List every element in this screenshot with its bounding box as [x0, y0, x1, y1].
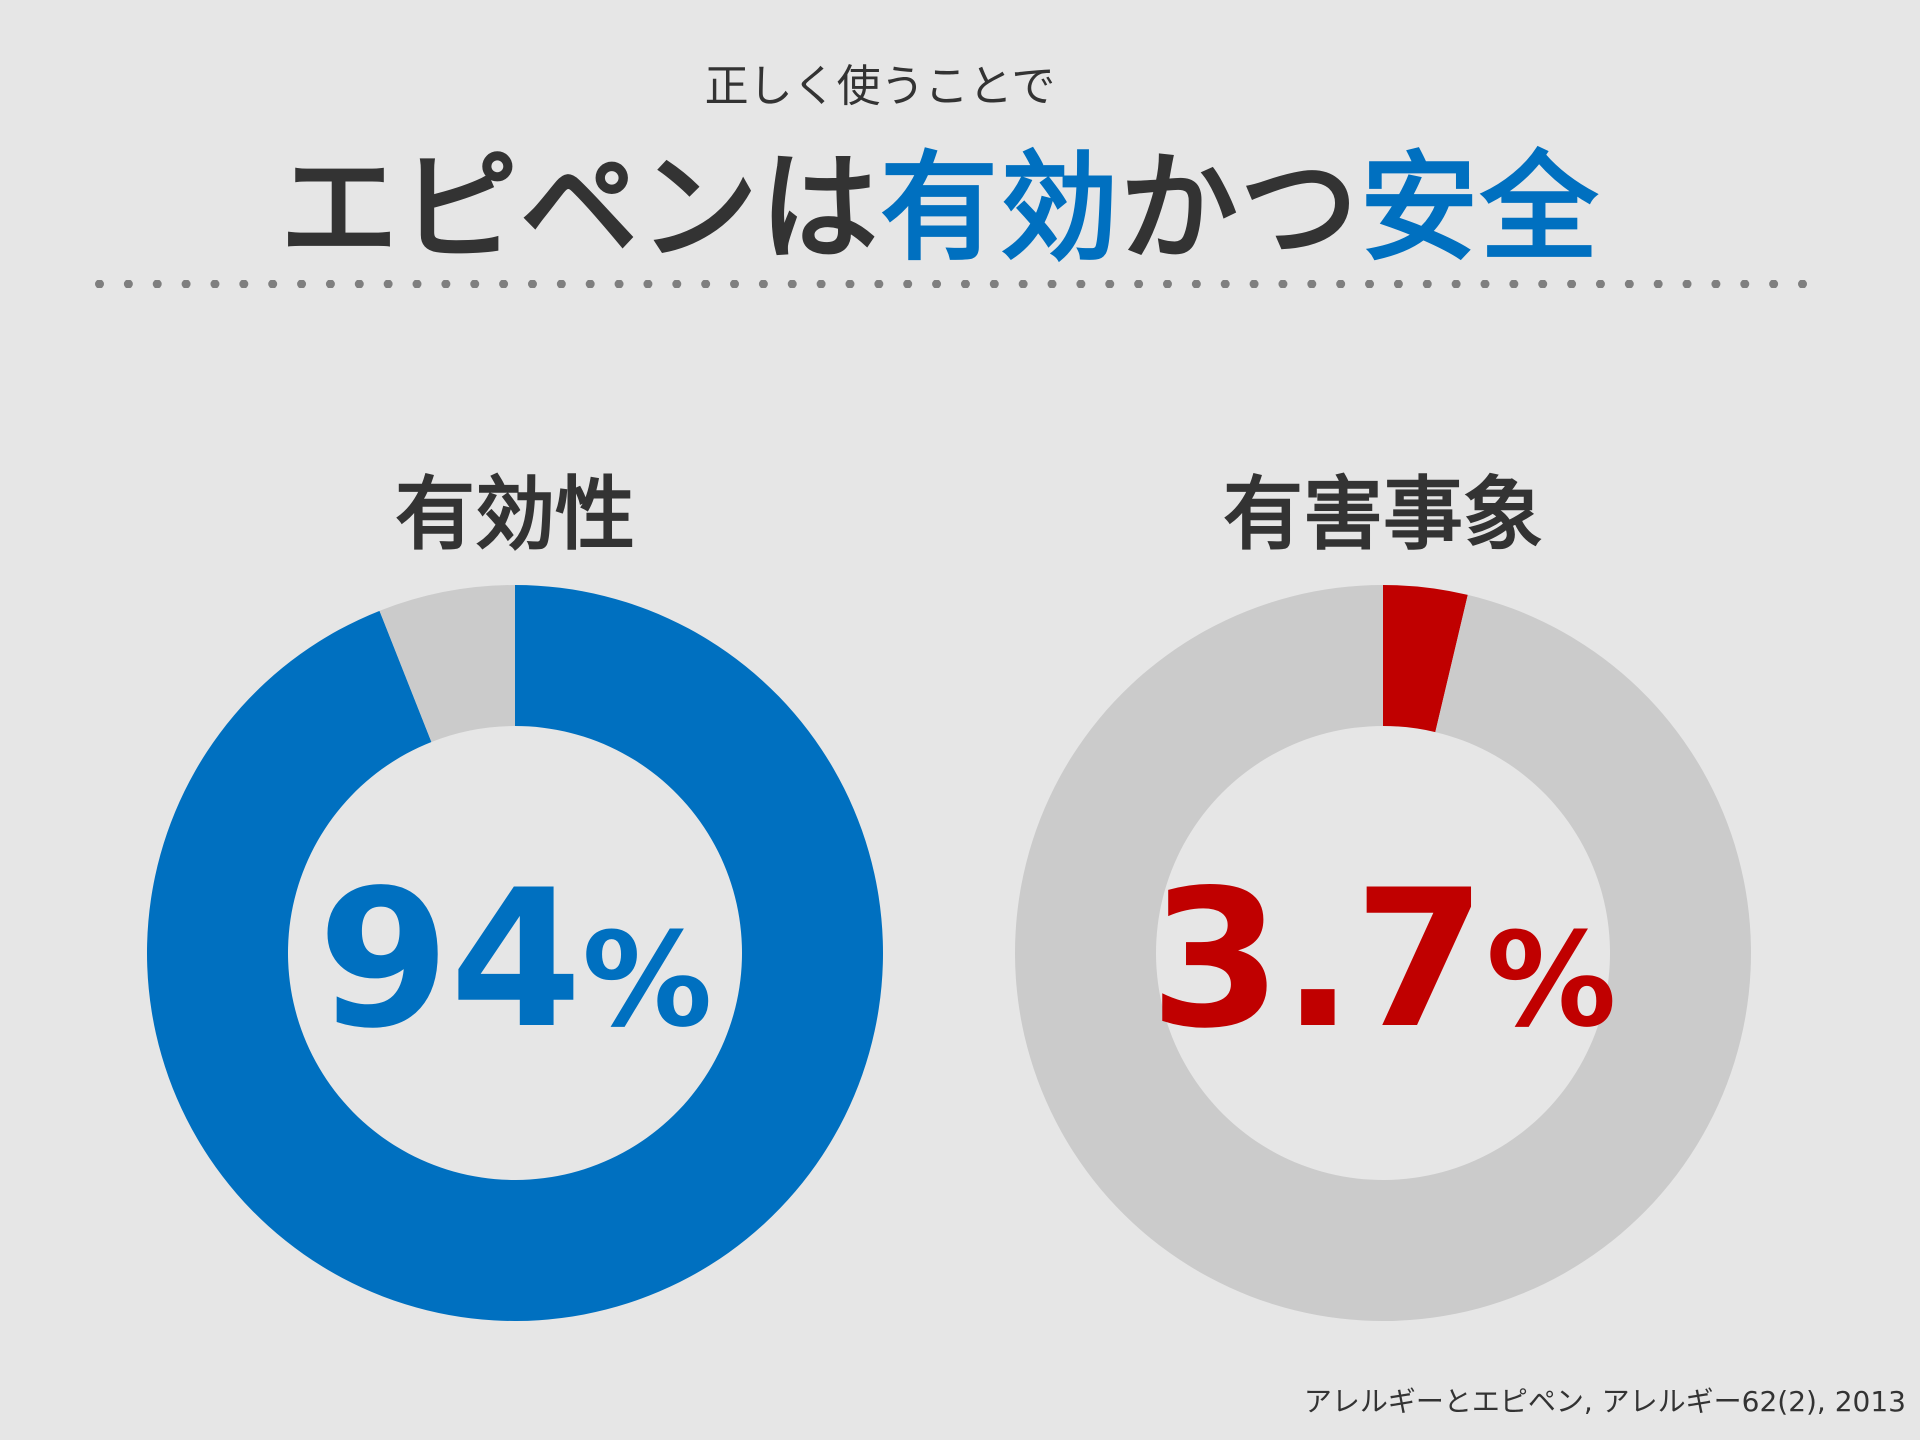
divider-dot [1393, 280, 1403, 288]
divider-dot [1567, 280, 1577, 288]
divider-dot [701, 280, 711, 288]
divider-dot [383, 280, 393, 288]
donut-slice-1-0 [1383, 585, 1468, 733]
divider-dot [845, 280, 855, 288]
divider-dot [585, 280, 595, 288]
divider-dot [1509, 280, 1519, 288]
divider-dot [210, 280, 220, 288]
divider-dot [268, 280, 278, 288]
divider-dot [441, 280, 451, 288]
adverse-events-value-number: 3.7 [1149, 849, 1487, 1070]
divider-dot [181, 280, 191, 288]
divider-dot [730, 280, 740, 288]
divider-dot [499, 280, 509, 288]
page-title: エピペンは有効かつ安全 [0, 112, 1880, 283]
divider-dot [556, 280, 566, 288]
divider-dot [297, 280, 307, 288]
divider-dot [1624, 280, 1634, 288]
donut-chart-adverse-events [1015, 585, 1751, 1322]
divider-dot [643, 280, 653, 288]
divider-dot [239, 280, 249, 288]
divider-dot [758, 280, 768, 288]
efficacy-value-number: 94 [317, 849, 583, 1070]
efficacy-value-unit: % [582, 904, 713, 1056]
divider-dot [152, 280, 162, 288]
divider-dot [1682, 280, 1692, 288]
subtitle: 正しく使うことで [704, 61, 1056, 112]
adverse-events-value-unit: % [1486, 904, 1617, 1056]
divider-dot [960, 280, 970, 288]
divider-dot [672, 280, 682, 288]
divider-dot [1018, 280, 1028, 288]
divider-dot [1538, 280, 1548, 288]
donut-slice-1-1 [1015, 585, 1751, 1322]
divider-dot [325, 280, 335, 288]
divider-dot [1278, 280, 1288, 288]
divider-dot [1162, 280, 1172, 288]
divider-dot [1711, 280, 1721, 288]
divider-dot [1769, 280, 1779, 288]
divider-dot [1653, 280, 1663, 288]
chart-title-adverse-events: 有害事象 [1223, 468, 1543, 561]
divider-dot [1336, 280, 1346, 288]
donut-slice-0-0 [146, 585, 883, 1321]
divider-dot [1480, 280, 1490, 288]
divider-dot [470, 280, 480, 288]
dotted-divider [95, 280, 1807, 288]
donut-chart-efficacy [146, 585, 883, 1321]
title-part-safe: 安全 [1360, 139, 1601, 277]
divider-dot [1365, 280, 1375, 288]
divider-dot [787, 280, 797, 288]
donut-slice-0-1 [379, 585, 515, 742]
chart-title-efficacy: 有効性 [395, 468, 635, 561]
adverse-events-value: 3.7% [1083, 865, 1683, 1055]
divider-dot [1047, 280, 1057, 288]
divider-dot [1740, 280, 1750, 288]
divider-dot [1249, 280, 1259, 288]
divider-dot [932, 280, 942, 288]
efficacy-value: 94% [215, 865, 815, 1055]
divider-dot [989, 280, 999, 288]
divider-dot [1307, 280, 1317, 288]
divider-dot [1105, 280, 1115, 288]
divider-dot [123, 280, 133, 288]
divider-dot [1422, 280, 1432, 288]
divider-dot [874, 280, 884, 288]
divider-dot [527, 280, 537, 288]
divider-dot [95, 280, 104, 288]
divider-dot [1798, 280, 1807, 288]
divider-dot [412, 280, 422, 288]
divider-dot [614, 280, 624, 288]
title-part-epipen: エピペンは [279, 139, 880, 277]
divider-dot [1191, 280, 1201, 288]
divider-dot [816, 280, 826, 288]
divider-dot [354, 280, 364, 288]
title-part-and: かつ [1120, 139, 1361, 277]
title-part-effective: 有効 [879, 139, 1120, 277]
divider-dot [1220, 280, 1230, 288]
citation: アレルギーとエピペン, アレルギー62(2), 2013 [1303, 1385, 1906, 1418]
divider-dot [1451, 280, 1461, 288]
divider-dot [1134, 280, 1144, 288]
divider-dot [1595, 280, 1605, 288]
divider-dot [1076, 280, 1086, 288]
divider-dot [903, 280, 913, 288]
